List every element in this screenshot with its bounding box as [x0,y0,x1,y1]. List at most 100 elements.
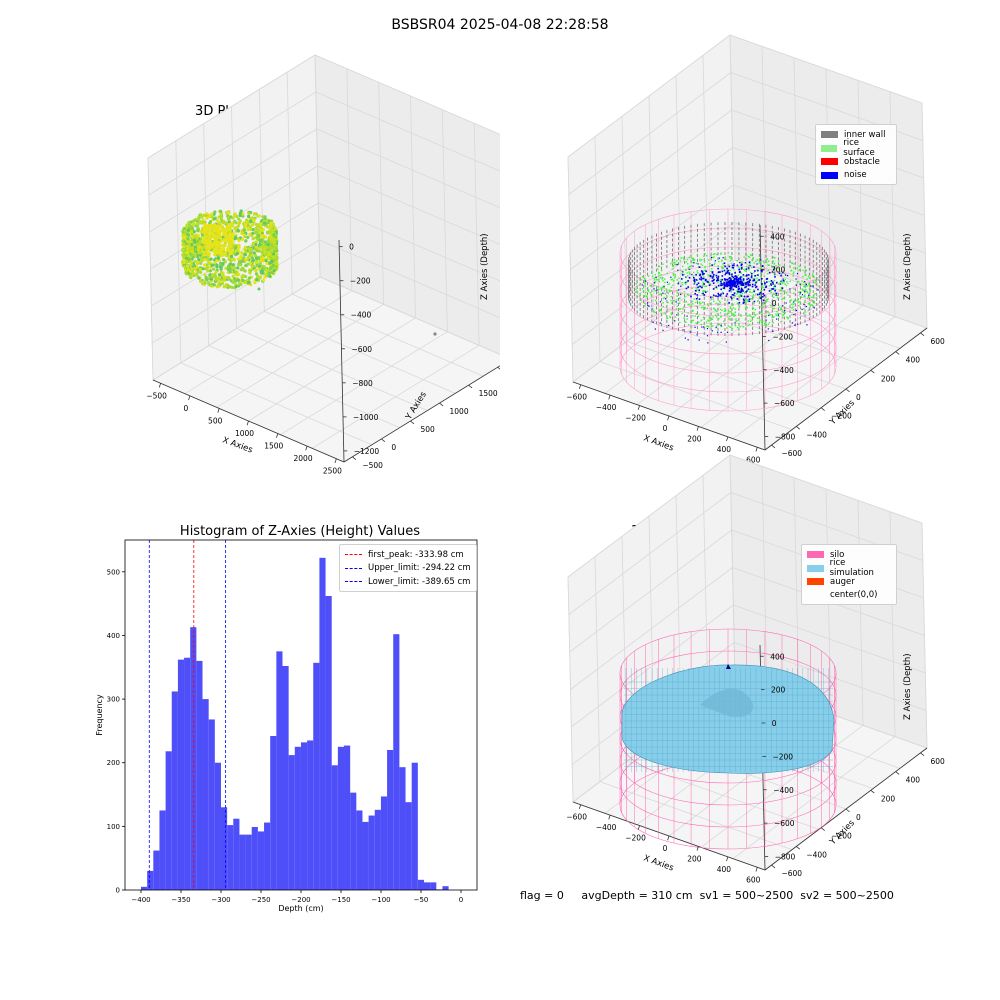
noise-point [725,295,728,297]
raw-point [207,240,211,244]
inner-wall-point [812,305,814,309]
inner-wall-point [758,253,760,257]
raw-point [256,237,260,241]
inner-wall-point [703,326,705,330]
inner-wall-point [827,264,828,268]
noise-point [732,276,735,279]
raw-point [266,239,270,243]
noise-point [719,294,722,297]
rice-surface-point [755,293,757,295]
inner-wall-point [738,307,740,311]
inner-wall-point [752,296,754,300]
rice-surface-point [806,297,809,299]
raw-point [226,247,230,251]
panel3-title: Histogram of Z-Axies (Height) Values [179,524,421,539]
noise-point [731,264,734,267]
rice-surface-point [696,322,698,324]
noise-point [808,294,810,297]
rice-surface-point [744,269,746,272]
raw-point [236,257,240,261]
legend-swatch-auger [807,578,824,586]
inner-wall-point [738,317,740,321]
noise-point [726,331,729,333]
noise-point [665,298,667,300]
rice-surface-point [720,253,722,255]
noise-point [644,280,647,282]
rice-surface-point [751,266,753,269]
rice-surface-point [721,309,723,312]
inner-wall-point [684,309,686,313]
rice-surface-point [714,314,717,316]
inner-wall-point [690,234,692,238]
raw-point [231,274,235,278]
raw-point [268,252,272,256]
inner-wall-point [628,275,629,278]
rice-surface-point [731,277,734,279]
raw-point [272,225,276,229]
legend-auger: auger [830,576,855,587]
inner-wall-point [661,266,662,270]
inner-wall-point [639,287,641,291]
noise-point [765,285,768,288]
rice-surface-point [749,291,751,293]
inner-wall-point [639,277,641,281]
rice-surface-point [752,297,755,299]
z-tick-label: −800 [775,433,796,442]
rice-surface-point [730,277,732,279]
rice-surface-point [732,304,734,306]
noise-point [739,282,742,285]
inner-wall-point [804,240,806,244]
noise-point [773,266,775,268]
rice-surface-point [636,287,639,289]
raw-point [195,243,200,247]
inner-wall-point [745,257,747,261]
inner-wall-point [783,321,785,325]
rice-surface-point [762,260,765,263]
noise-point [751,283,754,286]
rice-surface-point [653,285,655,287]
inner-wall-point [758,258,760,262]
x-tick [578,804,582,810]
rice-surface-point [745,254,748,256]
raw-point [191,272,195,276]
rice-surface-point [675,308,678,310]
inner-wall-point [628,295,629,298]
histogram-bar [251,827,258,890]
rice-surface-point [733,314,735,316]
rice-surface-point [763,280,765,283]
rice-surface-point [759,267,761,270]
inner-wall-point [630,292,632,296]
noise-point [728,273,731,276]
rice-surface-point [798,305,800,307]
inner-wall-point [808,317,810,321]
noise-point [668,324,670,327]
rice-surface-point [720,325,723,328]
rice-surface-point [782,297,785,300]
rice-surface-point [715,310,717,312]
raw-point [195,237,199,241]
noise-point [692,276,695,279]
inner-wall-point [717,302,719,306]
inner-wall-point [672,228,673,232]
raw-point [240,251,244,255]
raw-point [263,275,267,279]
y-tick [771,864,776,869]
noise-point [729,287,732,290]
z-tick-label: −400 [773,786,794,795]
rice-surface-point [734,314,736,317]
rice-surface-point [751,259,753,261]
inner-wall-point [661,261,662,265]
inner-wall-point [816,312,818,316]
inner-wall-point [684,329,686,333]
rice-surface-point [640,299,643,301]
rice-surface-point [797,298,799,301]
rice-surface-point [744,300,747,302]
rice-surface-point [793,267,795,269]
inner-wall-point [752,238,754,242]
inner-wall-point [684,260,686,264]
inner-wall-point [717,247,719,251]
raw-point [183,240,187,244]
inner-wall-point [828,265,829,268]
inner-wall-point [827,277,829,281]
histogram-vlines [148,540,227,890]
